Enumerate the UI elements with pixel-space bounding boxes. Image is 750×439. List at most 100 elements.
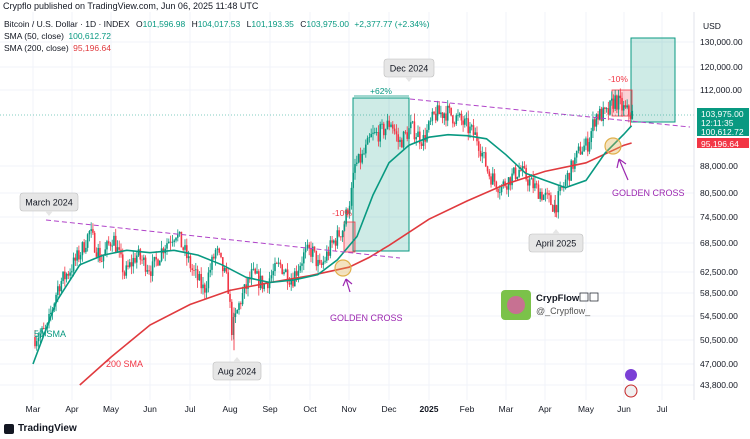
candle-body <box>58 286 61 292</box>
legend-sma200-row[interactable]: SMA (200, close) 95,196.64 <box>4 42 429 54</box>
candle-body <box>592 119 594 132</box>
candle-body <box>111 245 114 247</box>
candle-body <box>295 271 298 276</box>
candle-body <box>354 164 356 173</box>
candle-body <box>402 131 405 148</box>
candle-body <box>419 131 421 144</box>
legend-sma50-label: SMA (50, close) <box>4 31 64 41</box>
event-icon[interactable] <box>625 369 637 381</box>
candle-body <box>539 191 541 199</box>
candle-body <box>340 236 342 238</box>
time-tick-label: Mar <box>499 404 514 414</box>
candle-body <box>366 137 369 145</box>
callout-aug-2024: Aug 2024 <box>212 357 262 381</box>
candle-body <box>187 256 190 259</box>
us-flag-icon[interactable] <box>624 384 638 398</box>
time-tick-label: Apr <box>538 404 551 414</box>
time-tick-label: Jun <box>143 404 157 414</box>
candle-body <box>441 112 444 119</box>
price-axis[interactable]: USD 130,000.00 120,000.00 112,000.00 88,000.… <box>693 12 749 400</box>
candle-body <box>511 173 513 186</box>
legend-sma50-row[interactable]: SMA (50, close) 100,612.72 <box>4 30 429 42</box>
sma200-tag-text: 95,196.64 <box>701 139 739 149</box>
price-tick-label: 74,500.00 <box>700 212 738 222</box>
candle-body <box>359 153 362 163</box>
candle-body <box>313 246 316 251</box>
candle-body <box>113 235 115 246</box>
candle-body <box>453 123 456 125</box>
candle-body <box>39 333 42 339</box>
crypflow-watermark: CrypFlow @_Crypflow_ <box>501 290 599 320</box>
candle-body <box>561 187 563 188</box>
candle-body <box>306 244 309 249</box>
candle-body <box>175 237 177 241</box>
candle-body <box>357 153 360 163</box>
candle-body <box>348 205 351 215</box>
candle-body <box>530 178 533 180</box>
candle-body <box>333 240 335 243</box>
candle-body <box>557 191 560 213</box>
share-icon <box>589 292 599 302</box>
candle-body <box>629 115 632 119</box>
candle-body <box>600 108 603 121</box>
candle-body <box>263 283 265 289</box>
verified-icon <box>579 292 589 302</box>
tradingview-logo[interactable]: TradingView <box>4 423 77 434</box>
candle-body <box>604 107 606 109</box>
candle-body <box>541 191 543 200</box>
candle-body <box>160 248 163 261</box>
label-200-sma: 200 SMA <box>106 359 143 369</box>
candle-body <box>610 98 613 101</box>
candle-body <box>139 249 142 260</box>
candle-body <box>67 273 70 276</box>
candle-body <box>72 257 75 272</box>
candle-body <box>458 113 461 116</box>
candle-body <box>370 133 372 138</box>
candle-body <box>204 284 206 293</box>
candle-body <box>191 268 193 270</box>
candle-body <box>462 120 464 125</box>
trendline-2025 <box>409 98 691 128</box>
candle-body <box>146 270 149 272</box>
legend-sma50-value: 100,612.72 <box>68 31 111 41</box>
candle-body <box>297 270 300 276</box>
candle-body <box>523 166 526 168</box>
candle-body <box>225 267 228 273</box>
candle-body <box>331 240 333 243</box>
candle-body <box>205 288 208 293</box>
candle-body <box>374 132 376 133</box>
candle-body <box>220 252 222 258</box>
legend-low-label: L <box>246 19 252 29</box>
legend-low: 101,193.35 <box>251 19 294 29</box>
candle-body <box>559 187 561 192</box>
candle-body <box>350 187 353 206</box>
crypflow-handle: @_Crypflow_ <box>536 306 591 316</box>
candle-body <box>393 128 396 132</box>
candle-body <box>213 256 215 259</box>
candle-body <box>127 265 129 267</box>
time-tick-label: May <box>103 404 120 414</box>
candle-body <box>488 171 491 177</box>
candle-body <box>141 259 143 261</box>
candle-body <box>397 134 399 143</box>
candle-body <box>628 105 630 116</box>
candle-body <box>572 160 574 169</box>
candle-body <box>211 256 213 270</box>
candle-body <box>553 205 556 212</box>
candle-body <box>186 245 188 259</box>
candle-body <box>303 252 305 264</box>
price-tick-label: 58,500.00 <box>700 288 738 298</box>
candle-body <box>433 111 435 114</box>
candle-body <box>41 328 43 334</box>
candle-body <box>347 209 349 215</box>
callout-dec-2024: Dec 2024 <box>383 58 435 82</box>
candle-body <box>209 269 211 273</box>
candle-body <box>134 257 136 263</box>
candle-body <box>143 257 145 260</box>
time-axis[interactable]: Mar Apr May Jun Jul Aug Sep Oct Nov Dec 2025 Feb Mar… <box>26 404 668 414</box>
candle-body <box>90 229 92 232</box>
candle-body <box>568 172 571 181</box>
candle-body <box>247 278 249 289</box>
crypflow-name: CrypFlow <box>536 293 580 304</box>
